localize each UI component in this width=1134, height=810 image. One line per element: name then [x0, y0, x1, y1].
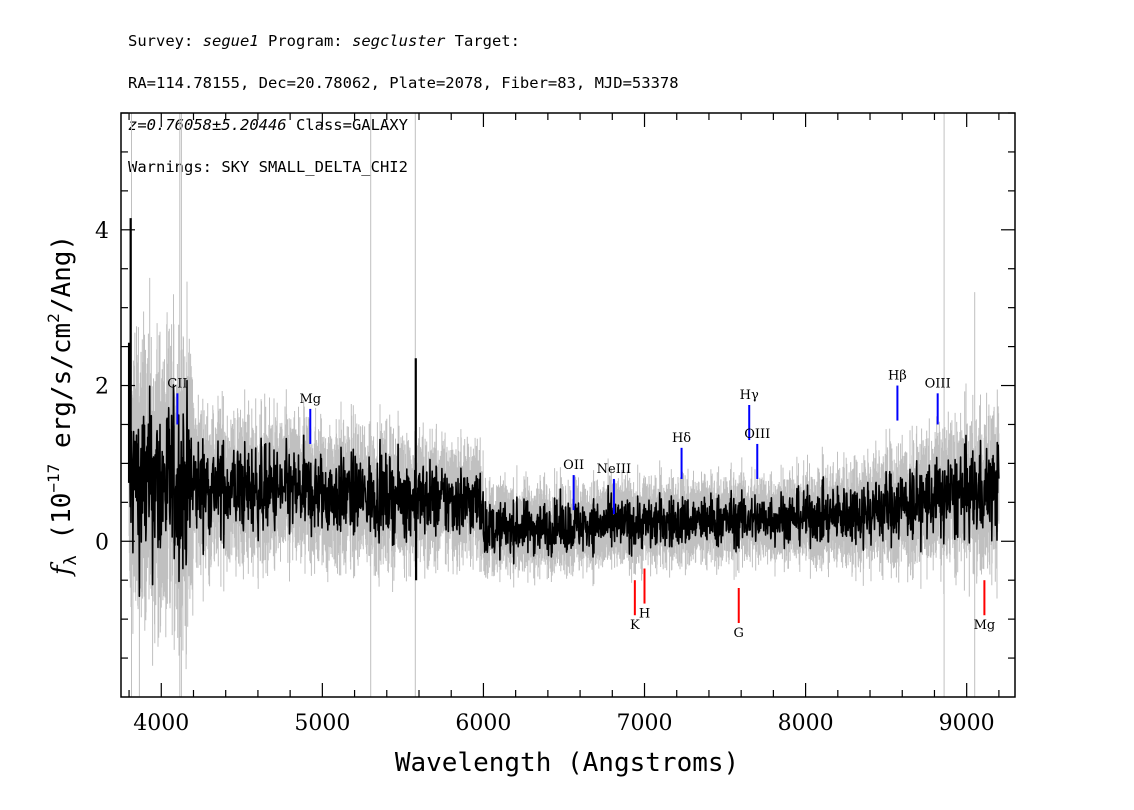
error-series [128, 113, 1000, 697]
x-tick-label: 4000 [133, 711, 189, 736]
redshift-value: z=0.76058±5.20446 [128, 116, 287, 134]
x-axis-title: Wavelength (Angstroms) [395, 748, 739, 778]
target-label: Target: [445, 32, 520, 50]
header-line-redshift: z=0.76058±5.20446 Class=GALAXY [128, 115, 679, 136]
plot-frame [120, 112, 1016, 698]
x-tick-label: 9000 [939, 711, 995, 736]
error-band [128, 113, 1000, 697]
x-tick-label: 6000 [455, 711, 511, 736]
emission-line-label: Hδ [672, 431, 691, 446]
flux-line [128, 379, 1000, 598]
y-title-exp1: −17 [44, 464, 63, 493]
program-value: segcluster [351, 32, 446, 50]
emission-line-label: Mg [299, 392, 321, 407]
absorption-line-label: Mg [974, 618, 996, 633]
spectrum-header: Survey: segue1 Program: segcluster Targe… [128, 10, 679, 199]
survey-label: Survey: [128, 32, 203, 50]
x-tick-label: 7000 [617, 711, 673, 736]
absorption-line-label: H [639, 607, 650, 622]
y-axis-title: fλ (10−17 erg/s/cm2/Ang) [44, 235, 81, 577]
y-title-end: /Ang) [47, 235, 77, 313]
emission-line-label: CII [167, 376, 187, 391]
y-title-mid2: erg/s/cm [47, 323, 77, 464]
emission-line-label: Hγ [740, 388, 759, 403]
absorption-line-label: K [630, 618, 640, 633]
absorption-line-label: G [734, 626, 744, 641]
flux-series [127, 218, 1000, 598]
spectral-line-markers: CII Mg OII NeIII Hδ Hγ OIII Hβ OIII KH G Mg [167, 369, 995, 641]
x-tick-label: 8000 [778, 711, 834, 736]
x-tick-label: 5000 [294, 711, 350, 736]
header-line-coords: RA=114.78155, Dec=20.78062, Plate=2078, … [128, 74, 679, 92]
y-title-exp2: 2 [44, 313, 63, 323]
survey-value: segue1 [202, 32, 259, 50]
y-tick-label: 4 [95, 219, 109, 244]
y-title-mid: (10 [47, 493, 77, 556]
emission-line-label: OIII [744, 427, 770, 442]
emission-line-label: NeIII [597, 462, 631, 477]
program-label: Program: [258, 32, 352, 50]
emission-line-label: OII [563, 458, 584, 473]
y-tick-label: 0 [95, 530, 109, 555]
y-title-sub: λ [61, 555, 81, 565]
y-tick-label: 2 [95, 375, 109, 400]
emission-line-label: Hβ [888, 369, 907, 384]
header-line-survey: Survey: segue1 Program: segcluster Targe… [128, 31, 679, 52]
emission-line-label: OIII [925, 376, 951, 391]
class-value: Class=GALAXY [286, 116, 408, 134]
axis-ticks: 4000 5000 6000 7000 8000 9000 0 2 4 [95, 112, 1015, 736]
